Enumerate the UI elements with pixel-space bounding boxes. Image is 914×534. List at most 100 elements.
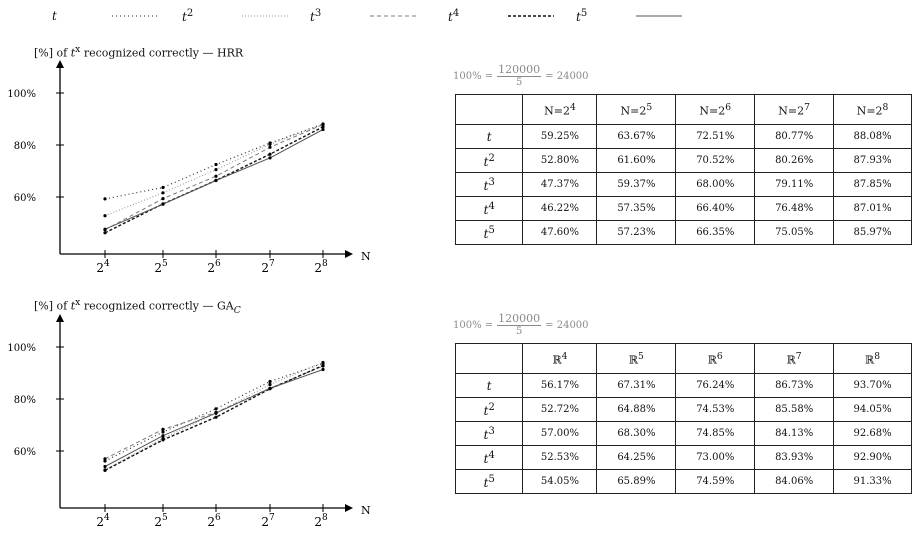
table-cell: 67.31% [596, 373, 677, 398]
table-cell: 80.77% [754, 124, 835, 149]
x-tick-sup: 8 [322, 259, 328, 269]
x-tick-base: 2 [154, 515, 162, 529]
column-header-sup: 8 [882, 101, 889, 113]
table-row-header: t5 [454, 220, 524, 245]
column-header-sup: 6 [716, 350, 723, 362]
data-point [268, 145, 272, 149]
table-cell: 85.97% [833, 220, 912, 245]
x-tick-label: 28 [314, 259, 328, 275]
x-tick-sup: 4 [104, 259, 110, 269]
x-tick-base: 2 [96, 261, 104, 275]
bottom-title-prefix: [%] of [34, 299, 71, 313]
data-point [214, 415, 218, 419]
table-column-header: N=27 [754, 94, 835, 125]
bottom-chart-title: [%] of tx recognized correctly — GAC [34, 297, 241, 316]
legend-label: t4 [448, 8, 508, 24]
legend-swatch [112, 15, 158, 17]
x-tick-label: 26 [207, 259, 221, 275]
data-point [268, 382, 272, 387]
x-tick-sup: 5 [162, 513, 168, 523]
x-tick-sup: 7 [269, 259, 275, 269]
column-header-sup: 4 [561, 350, 568, 362]
x-tick-base: 2 [207, 261, 215, 275]
table-cell: 59.25% [522, 124, 598, 149]
table-column-header: ℝ6 [675, 343, 756, 374]
top-line-chart: N60%80%100%24 25 26 27 28 [7, 60, 371, 275]
bottom-eq-fraction: 120000 5 [497, 313, 542, 337]
data-point [161, 202, 165, 206]
data-point [103, 464, 107, 469]
column-header-base: N=2 [620, 104, 647, 118]
column-header-base: ℝ [707, 353, 717, 367]
legend-swatch [370, 15, 416, 17]
column-header-base: N=2 [699, 104, 726, 118]
table-row: t4 46.22% 57.35% 66.40% 76.48% 87.01% [454, 196, 912, 221]
x-tick-sup: 6 [215, 259, 221, 269]
table-row-header: t [454, 124, 524, 149]
row-header-sup: 3 [488, 176, 495, 188]
table-cell: 76.24% [675, 373, 756, 398]
table-cell: 57.23% [596, 220, 677, 245]
table-corner-cell [454, 343, 524, 374]
data-point [214, 407, 218, 411]
x-tick-sup: 6 [215, 513, 221, 523]
table-cell: 74.85% [675, 421, 756, 446]
top-eq-fraction: 120000 5 [497, 63, 542, 88]
table-cell: 64.25% [596, 445, 677, 470]
data-point [268, 156, 272, 160]
legend-label-base: t [448, 10, 453, 24]
legend-item: t2 [182, 6, 288, 26]
x-tick-base: 2 [314, 261, 322, 275]
table-cell: 92.90% [833, 445, 912, 470]
column-header-base: N=2 [544, 104, 570, 118]
data-point [103, 468, 107, 472]
legend-swatch [636, 15, 682, 17]
row-header-sup: 5 [488, 473, 495, 485]
table-corner-cell [454, 94, 524, 125]
row-header-var: t [483, 427, 489, 442]
table-cell: 83.93% [754, 445, 835, 470]
table-cell: 46.22% [522, 196, 598, 221]
row-header-sup: 4 [488, 449, 495, 461]
table-cell: 84.13% [754, 421, 835, 446]
top-eq-denominator: 5 [515, 77, 523, 88]
data-point [103, 231, 107, 235]
bottom-eq-denominator: 5 [515, 326, 523, 337]
top-eq-numerator: 120000 [497, 63, 542, 77]
x-axis-arrow [345, 504, 353, 512]
bottom-title-sup: x [75, 297, 81, 308]
x-tick-base: 2 [154, 261, 162, 275]
data-point [321, 123, 325, 127]
data-point [214, 178, 218, 183]
table-cell: 74.53% [675, 397, 756, 422]
y-axis-arrow [56, 60, 64, 68]
data-point [321, 367, 325, 372]
table-row-header: t3 [454, 421, 524, 446]
y-tick-label: 60% [14, 447, 36, 458]
table-cell: 85.58% [754, 397, 835, 422]
bottom-title-suffix: recognized correctly — GA [80, 299, 234, 313]
data-point [103, 197, 107, 201]
column-header-base: N=2 [778, 104, 805, 118]
row-header-var: t [483, 451, 489, 466]
table-cell: 57.35% [596, 196, 677, 221]
bottom-title-var: t [70, 299, 76, 313]
row-header-sup: 2 [488, 152, 495, 164]
row-header-var: t [483, 226, 489, 241]
legend-item: t5 [576, 6, 682, 26]
row-header-var: t [486, 378, 492, 393]
top-results-table: N=24 N=25 N=26 N=27 N=28 t 59.25% 63.67% 72.51% 8… [454, 94, 912, 245]
table-column-header: N=24 [522, 94, 598, 125]
legend-label-sup: 3 [314, 8, 322, 19]
legend-item: t [52, 6, 158, 26]
row-header-sup: 5 [488, 224, 495, 236]
x-axis-label: N [361, 250, 371, 263]
legend-label-base: t [576, 10, 581, 24]
table-row-header: t2 [454, 148, 524, 173]
table-column-header: ℝ8 [833, 343, 912, 374]
table-cell: 52.53% [522, 445, 598, 470]
data-point [161, 185, 165, 190]
table-cell: 63.67% [596, 124, 677, 149]
legend-label-base: t [52, 9, 57, 23]
data-point [214, 162, 218, 167]
